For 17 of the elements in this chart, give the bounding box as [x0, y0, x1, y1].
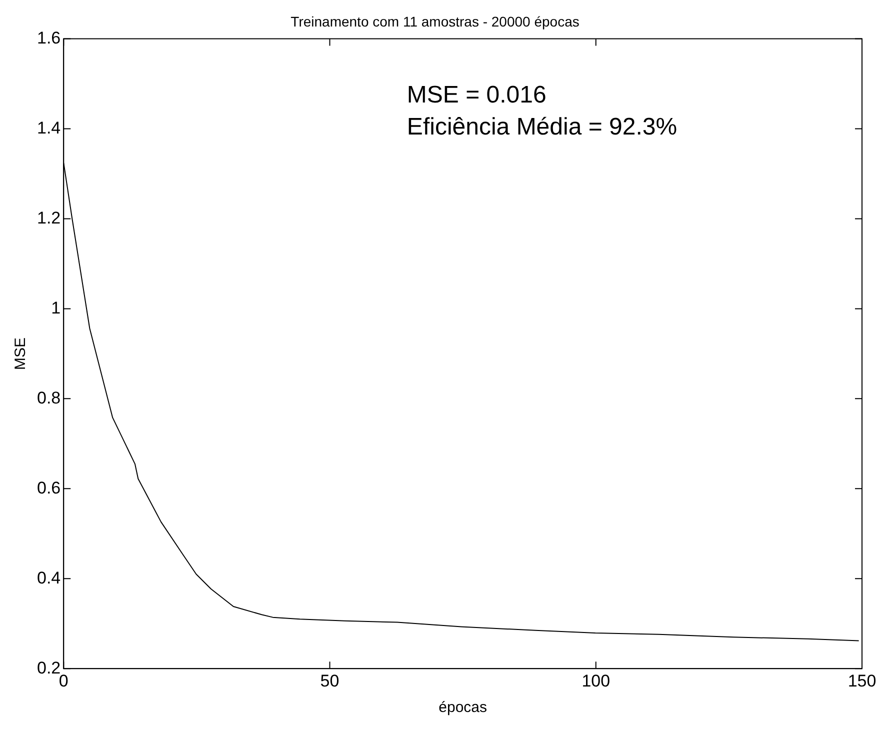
y-tick-label: 0.6: [36, 478, 61, 498]
y-tick-label: 1.4: [36, 118, 61, 138]
y-axis-title: MSE: [12, 337, 30, 370]
x-tick-label: 50: [320, 671, 340, 690]
y-tick-label: 1: [51, 298, 61, 318]
annotation: MSE = 0.016: [406, 81, 546, 108]
x-tick-label: 150: [848, 671, 876, 690]
y-tick-label: 1.2: [36, 208, 61, 228]
annotation: Eficiência Média = 92.3%: [406, 113, 678, 140]
y-tick-label: 0.4: [36, 568, 61, 588]
x-axis-title: épocas: [438, 699, 488, 716]
y-tick-label: 0.8: [36, 388, 61, 408]
chart-title: Treinamento com 11 amostras - 20000 épocas: [290, 13, 580, 30]
x-tick-label: 0: [58, 671, 68, 690]
y-tick-label: 0.2: [36, 658, 61, 678]
y-tick-label: 1.6: [36, 28, 61, 48]
x-tick-label: 100: [582, 671, 610, 690]
